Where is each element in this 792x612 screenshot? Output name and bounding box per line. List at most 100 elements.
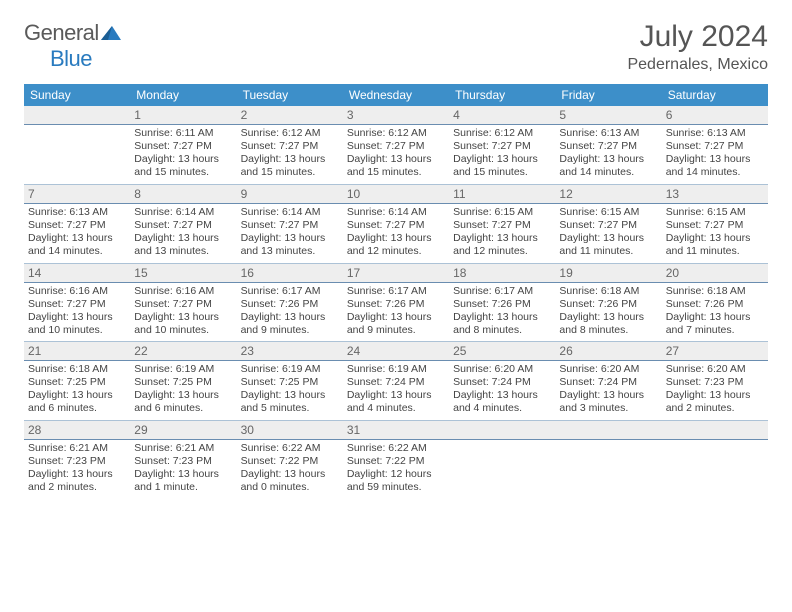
day-number: 15 <box>130 263 236 283</box>
triangle-icon <box>101 20 121 46</box>
daylight-text: Daylight: 13 hours <box>134 153 232 166</box>
sunrise-text: Sunrise: 6:20 AM <box>666 363 764 376</box>
sunset-text: Sunset: 7:27 PM <box>666 140 764 153</box>
day-number: 8 <box>130 184 236 204</box>
weekday-header: Saturday <box>662 84 768 106</box>
calendar-week-row: 7Sunrise: 6:13 AMSunset: 7:27 PMDaylight… <box>24 184 768 263</box>
daylight-text: and 11 minutes. <box>666 245 764 258</box>
calendar-cell <box>555 420 661 499</box>
sunrise-text: Sunrise: 6:20 AM <box>453 363 551 376</box>
daylight-text: Daylight: 12 hours <box>347 468 445 481</box>
day-number: 23 <box>237 341 343 361</box>
daylight-text: Daylight: 13 hours <box>28 232 126 245</box>
sunrise-text: Sunrise: 6:17 AM <box>453 285 551 298</box>
day-number: 12 <box>555 184 661 204</box>
daylight-text: Daylight: 13 hours <box>559 153 657 166</box>
sunset-text: Sunset: 7:22 PM <box>241 455 339 468</box>
calendar-cell: 12Sunrise: 6:15 AMSunset: 7:27 PMDayligh… <box>555 184 661 263</box>
sunrise-text: Sunrise: 6:15 AM <box>666 206 764 219</box>
daylight-text: Daylight: 13 hours <box>453 153 551 166</box>
calendar-cell: 31Sunrise: 6:22 AMSunset: 7:22 PMDayligh… <box>343 420 449 499</box>
sunset-text: Sunset: 7:23 PM <box>666 376 764 389</box>
daylight-text: Daylight: 13 hours <box>241 389 339 402</box>
daylight-text: Daylight: 13 hours <box>28 311 126 324</box>
day-number: 13 <box>662 184 768 204</box>
sunrise-text: Sunrise: 6:18 AM <box>559 285 657 298</box>
day-number: 5 <box>555 106 661 125</box>
sunrise-text: Sunrise: 6:18 AM <box>28 363 126 376</box>
daylight-text: and 1 minute. <box>134 481 232 494</box>
daylight-text: and 15 minutes. <box>134 166 232 179</box>
day-number: 19 <box>555 263 661 283</box>
brand-part2: Blue <box>50 46 92 71</box>
day-number: 25 <box>449 341 555 361</box>
daylight-text: Daylight: 13 hours <box>666 232 764 245</box>
day-number: 11 <box>449 184 555 204</box>
sunset-text: Sunset: 7:26 PM <box>666 298 764 311</box>
calendar-cell: 21Sunrise: 6:18 AMSunset: 7:25 PMDayligh… <box>24 341 130 420</box>
sunset-text: Sunset: 7:27 PM <box>347 219 445 232</box>
calendar-week-row: 21Sunrise: 6:18 AMSunset: 7:25 PMDayligh… <box>24 341 768 420</box>
sunrise-text: Sunrise: 6:12 AM <box>347 127 445 140</box>
daylight-text: and 12 minutes. <box>453 245 551 258</box>
sunset-text: Sunset: 7:27 PM <box>666 219 764 232</box>
day-number: 29 <box>130 420 236 440</box>
sunset-text: Sunset: 7:26 PM <box>559 298 657 311</box>
daylight-text: Daylight: 13 hours <box>134 468 232 481</box>
day-number <box>662 420 768 440</box>
day-number: 18 <box>449 263 555 283</box>
calendar-cell: 26Sunrise: 6:20 AMSunset: 7:24 PMDayligh… <box>555 341 661 420</box>
calendar-week-row: 14Sunrise: 6:16 AMSunset: 7:27 PMDayligh… <box>24 263 768 342</box>
daylight-text: Daylight: 13 hours <box>241 468 339 481</box>
weekday-header: Thursday <box>449 84 555 106</box>
sunrise-text: Sunrise: 6:17 AM <box>241 285 339 298</box>
day-number: 16 <box>237 263 343 283</box>
daylight-text: and 15 minutes. <box>453 166 551 179</box>
sunrise-text: Sunrise: 6:12 AM <box>241 127 339 140</box>
daylight-text: and 8 minutes. <box>453 324 551 337</box>
daylight-text: Daylight: 13 hours <box>453 389 551 402</box>
sunrise-text: Sunrise: 6:11 AM <box>134 127 232 140</box>
daylight-text: and 14 minutes. <box>559 166 657 179</box>
sunset-text: Sunset: 7:27 PM <box>134 219 232 232</box>
daylight-text: and 12 minutes. <box>347 245 445 258</box>
day-number: 7 <box>24 184 130 204</box>
calendar-table: Sunday Monday Tuesday Wednesday Thursday… <box>24 84 768 498</box>
sunrise-text: Sunrise: 6:19 AM <box>134 363 232 376</box>
daylight-text: Daylight: 13 hours <box>241 153 339 166</box>
day-number: 10 <box>343 184 449 204</box>
calendar-cell: 14Sunrise: 6:16 AMSunset: 7:27 PMDayligh… <box>24 263 130 342</box>
day-number: 27 <box>662 341 768 361</box>
daylight-text: Daylight: 13 hours <box>134 232 232 245</box>
daylight-text: and 5 minutes. <box>241 402 339 415</box>
daylight-text: Daylight: 13 hours <box>241 232 339 245</box>
weekday-header: Wednesday <box>343 84 449 106</box>
weekday-header: Sunday <box>24 84 130 106</box>
sunrise-text: Sunrise: 6:22 AM <box>347 442 445 455</box>
sunrise-text: Sunrise: 6:13 AM <box>666 127 764 140</box>
day-number: 1 <box>130 106 236 125</box>
location-text: Pedernales, Mexico <box>627 56 768 74</box>
page-title: July 2024 <box>627 20 768 54</box>
sunset-text: Sunset: 7:27 PM <box>28 219 126 232</box>
daylight-text: and 13 minutes. <box>134 245 232 258</box>
calendar-cell <box>662 420 768 499</box>
daylight-text: and 13 minutes. <box>241 245 339 258</box>
day-number: 21 <box>24 341 130 361</box>
calendar-cell: 16Sunrise: 6:17 AMSunset: 7:26 PMDayligh… <box>237 263 343 342</box>
sunrise-text: Sunrise: 6:16 AM <box>28 285 126 298</box>
day-number: 22 <box>130 341 236 361</box>
sunset-text: Sunset: 7:24 PM <box>559 376 657 389</box>
sunset-text: Sunset: 7:23 PM <box>28 455 126 468</box>
sunrise-text: Sunrise: 6:21 AM <box>134 442 232 455</box>
sunrise-text: Sunrise: 6:19 AM <box>241 363 339 376</box>
day-number: 14 <box>24 263 130 283</box>
daylight-text: and 4 minutes. <box>347 402 445 415</box>
sunset-text: Sunset: 7:22 PM <box>347 455 445 468</box>
day-number: 28 <box>24 420 130 440</box>
daylight-text: Daylight: 13 hours <box>28 389 126 402</box>
calendar-cell: 22Sunrise: 6:19 AMSunset: 7:25 PMDayligh… <box>130 341 236 420</box>
daylight-text: and 9 minutes. <box>241 324 339 337</box>
day-number: 6 <box>662 106 768 125</box>
daylight-text: and 9 minutes. <box>347 324 445 337</box>
